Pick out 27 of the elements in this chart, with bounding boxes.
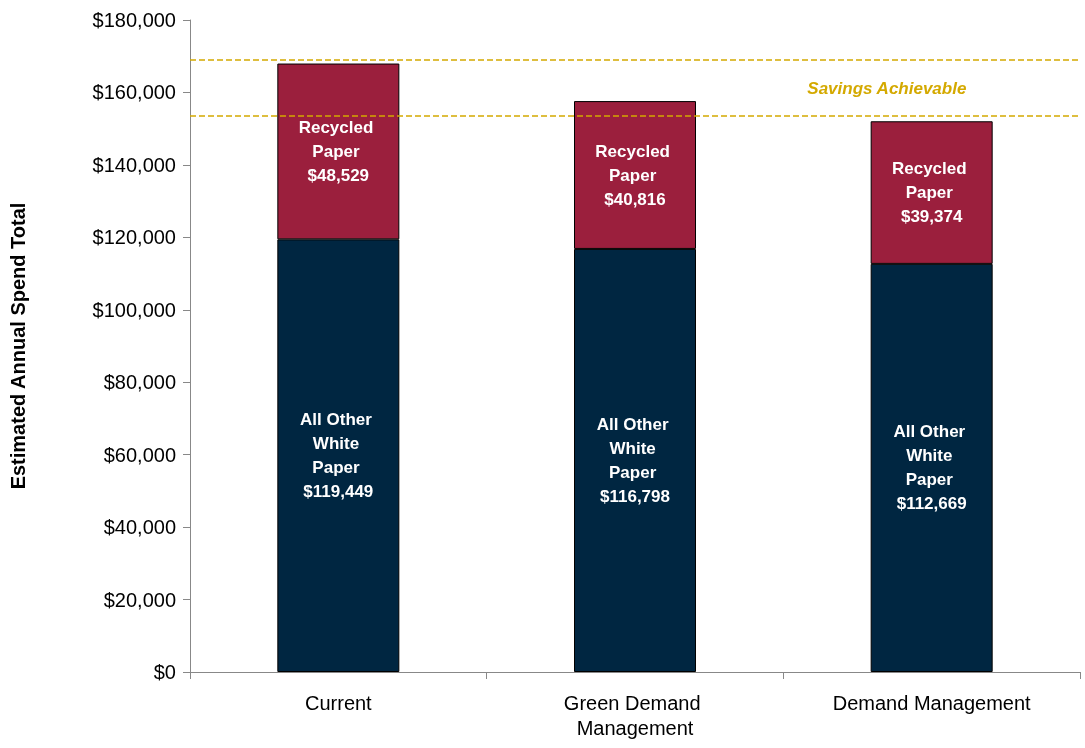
y-axis-title: Estimated Annual Spend Total (7, 202, 29, 490)
x-tick-label: Demand Management (832, 691, 1032, 714)
series-label: Recycled Paper (595, 141, 675, 185)
series-label: All Other White Paper (596, 414, 674, 482)
data-label: $112,669 (896, 494, 967, 514)
data-label: $119,449 (303, 482, 374, 502)
data-label: $116,798 (600, 486, 670, 506)
text: All Other White Paper (893, 422, 966, 490)
data-label: $40,816 (604, 189, 666, 209)
annotation: Savings Achievable (807, 79, 967, 98)
text: All Other White Paper (300, 410, 372, 478)
x-tick-label: Green Demand Management (563, 691, 707, 739)
y-tick-label: $100,000 (92, 298, 176, 321)
y-tick-label: $160,000 (92, 81, 176, 104)
y-tick-label: $180,000 (92, 9, 176, 31)
x-tick-label: Current (304, 691, 373, 714)
text: Recycled Paper (298, 117, 374, 161)
y-tick-label: $80,000 (103, 371, 176, 394)
data-label: $39,374 (900, 207, 963, 227)
y-tick-label: $20,000 (103, 588, 176, 611)
y-tick-label: $40,000 (103, 516, 176, 539)
data-label: $48,529 (307, 165, 370, 185)
y-tick-label: $60,000 (103, 443, 176, 466)
y-tick-label: $140,000 (92, 153, 176, 176)
y-tick-label: $0 (153, 661, 176, 683)
text: Recycled Paper (891, 159, 967, 203)
y-tick-label: $120,000 (92, 226, 176, 249)
